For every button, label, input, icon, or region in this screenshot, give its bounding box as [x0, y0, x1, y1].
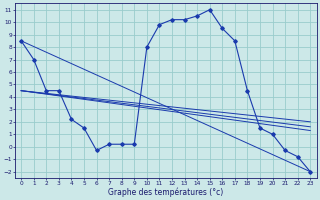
X-axis label: Graphe des températures (°c): Graphe des températures (°c)	[108, 187, 223, 197]
